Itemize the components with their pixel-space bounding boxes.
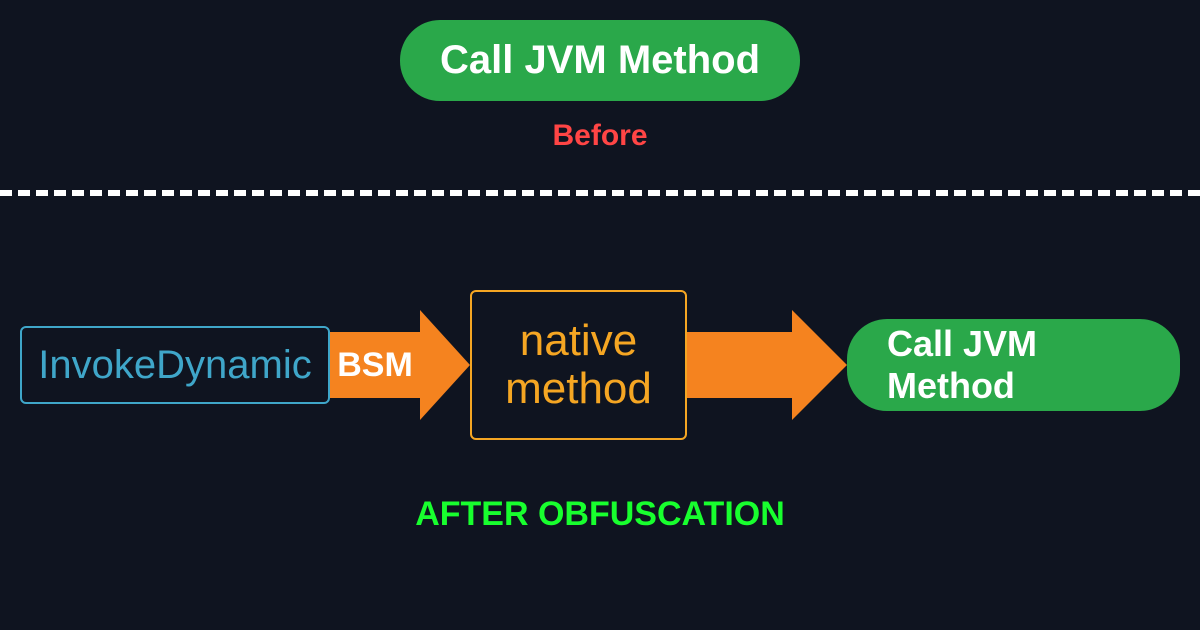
invoke-dynamic-label: InvokeDynamic <box>38 343 311 388</box>
after-flow: InvokeDynamic BSM native method Call JVM… <box>0 290 1200 440</box>
arrow-bsm: BSM <box>330 310 470 420</box>
before-pill-label: Call JVM Method <box>440 38 760 83</box>
result-pill: Call JVM Method <box>847 319 1180 411</box>
arrow-result-head <box>792 310 847 420</box>
result-pill-label: Call JVM Method <box>887 323 1140 407</box>
after-obfuscation-label: AFTER OBFUSCATION <box>0 495 1200 534</box>
before-pill: Call JVM Method <box>400 20 800 101</box>
native-method-box: native method <box>470 290 687 440</box>
before-section: Call JVM Method Before <box>0 20 1200 153</box>
arrow-result <box>687 310 847 420</box>
before-label: Before <box>552 119 647 153</box>
arrow-result-body <box>687 332 792 398</box>
native-method-line2: method <box>505 365 652 413</box>
arrow-bsm-label: BSM <box>337 346 413 385</box>
native-method-line1: native <box>520 317 637 365</box>
arrow-bsm-head <box>420 310 470 420</box>
section-divider <box>0 190 1200 196</box>
invoke-dynamic-box: InvokeDynamic <box>20 326 330 404</box>
arrow-bsm-body: BSM <box>330 332 420 398</box>
